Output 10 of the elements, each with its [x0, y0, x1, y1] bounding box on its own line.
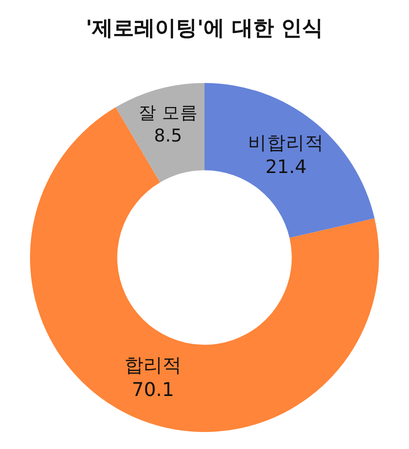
- data-label: 70.1: [132, 379, 174, 402]
- donut-slice: [30, 107, 379, 432]
- data-label: 8.5: [154, 126, 182, 146]
- donut-slice: [116, 83, 204, 182]
- data-label: 21.4: [265, 157, 307, 178]
- chart-title: '제로레이팅'에 대한 인식: [86, 16, 324, 40]
- slice-label: 잘 모름: [138, 103, 198, 124]
- donut-slice: [204, 83, 375, 238]
- slice-label: 비합리적: [248, 132, 324, 154]
- slice-label: 합리적: [124, 354, 182, 376]
